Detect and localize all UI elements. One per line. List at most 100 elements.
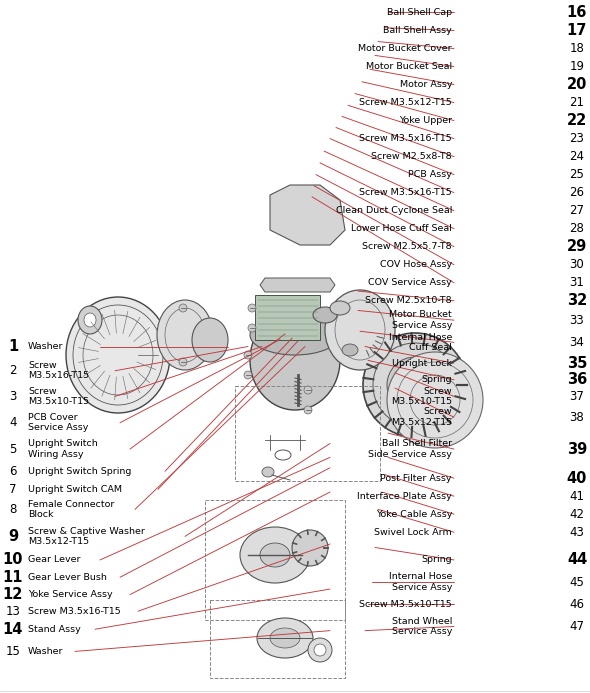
- Text: Screw M3.5x10-T15: Screw M3.5x10-T15: [359, 600, 452, 608]
- Text: Gear Lever Bush: Gear Lever Bush: [28, 573, 107, 581]
- Text: Screw
M3.5x12-T15: Screw M3.5x12-T15: [391, 407, 452, 427]
- Text: 11: 11: [3, 570, 23, 585]
- Ellipse shape: [342, 344, 358, 356]
- Ellipse shape: [250, 315, 340, 355]
- Text: 3: 3: [9, 390, 17, 403]
- Text: Yoke Upper: Yoke Upper: [399, 116, 452, 125]
- Text: 43: 43: [569, 526, 585, 538]
- Text: 28: 28: [569, 222, 585, 235]
- Text: 5: 5: [9, 443, 17, 455]
- Ellipse shape: [240, 527, 310, 583]
- Text: 23: 23: [569, 132, 585, 145]
- Ellipse shape: [304, 386, 312, 394]
- Text: 21: 21: [569, 96, 585, 109]
- Ellipse shape: [257, 618, 313, 658]
- Text: Screw M3.5x12-T15: Screw M3.5x12-T15: [359, 98, 452, 107]
- Text: 35: 35: [567, 356, 587, 371]
- Text: Ball Shell Cap: Ball Shell Cap: [387, 8, 452, 17]
- Text: Motor Bucket
Service Assy: Motor Bucket Service Assy: [389, 310, 452, 330]
- Text: Motor Assy: Motor Assy: [399, 80, 452, 89]
- Text: Screw
M3.5x10-T15: Screw M3.5x10-T15: [28, 387, 89, 406]
- Text: Female Connector
Block: Female Connector Block: [28, 500, 114, 519]
- Text: Internal Hose
Service Assy: Internal Hose Service Assy: [389, 572, 452, 592]
- Polygon shape: [270, 185, 345, 245]
- Text: 15: 15: [5, 645, 21, 658]
- Text: 38: 38: [569, 411, 584, 423]
- Ellipse shape: [248, 324, 256, 332]
- Text: 36: 36: [567, 372, 587, 387]
- Text: 8: 8: [9, 503, 17, 516]
- Ellipse shape: [325, 290, 395, 370]
- Text: Clean Duct Cyclone Seal: Clean Duct Cyclone Seal: [336, 207, 452, 215]
- Text: Internal Hose
Cuff Seal: Internal Hose Cuff Seal: [389, 333, 452, 352]
- Text: 10: 10: [3, 552, 23, 568]
- Text: Screw M3.5x16-T15: Screw M3.5x16-T15: [359, 188, 452, 197]
- Ellipse shape: [179, 304, 187, 312]
- Bar: [255, 295, 320, 340]
- Ellipse shape: [244, 351, 252, 359]
- Text: 20: 20: [567, 77, 587, 92]
- Text: Interface Plate Assy: Interface Plate Assy: [358, 492, 452, 500]
- Text: 13: 13: [5, 605, 21, 617]
- Text: 29: 29: [567, 239, 587, 254]
- Text: COV Hose Assy: COV Hose Assy: [380, 261, 452, 269]
- Text: PCB Cover
Service Assy: PCB Cover Service Assy: [28, 413, 88, 432]
- Ellipse shape: [192, 318, 228, 362]
- Bar: [205, 500, 345, 620]
- Ellipse shape: [387, 357, 443, 413]
- Polygon shape: [260, 278, 335, 292]
- Bar: [210, 600, 345, 678]
- Text: Upright Switch
Wiring Assy: Upright Switch Wiring Assy: [28, 439, 98, 459]
- Text: Washer: Washer: [28, 647, 64, 656]
- Text: 42: 42: [569, 508, 585, 520]
- Text: Stand Wheel
Service Assy: Stand Wheel Service Assy: [392, 617, 452, 636]
- Ellipse shape: [179, 358, 187, 366]
- Text: 19: 19: [569, 60, 585, 73]
- Text: 30: 30: [569, 258, 584, 271]
- Ellipse shape: [66, 297, 170, 413]
- Text: Screw M2.5x10-T8: Screw M2.5x10-T8: [365, 297, 452, 305]
- Ellipse shape: [250, 310, 340, 410]
- Text: 47: 47: [569, 620, 585, 633]
- Text: 14: 14: [3, 622, 23, 637]
- Text: Screw M3.5x16-T15: Screw M3.5x16-T15: [359, 134, 452, 143]
- Text: Spring: Spring: [421, 556, 452, 564]
- Text: Motor Bucket Cover: Motor Bucket Cover: [358, 44, 452, 53]
- Text: 39: 39: [567, 441, 587, 457]
- Text: 34: 34: [569, 336, 585, 349]
- Ellipse shape: [244, 371, 252, 379]
- Text: 46: 46: [569, 598, 585, 611]
- Text: 7: 7: [9, 483, 17, 495]
- Text: 16: 16: [567, 5, 587, 20]
- Text: 12: 12: [3, 587, 23, 602]
- Text: 27: 27: [569, 204, 585, 217]
- Text: 37: 37: [569, 390, 585, 403]
- Text: 41: 41: [569, 490, 585, 502]
- Text: Screw M2.5x8-T8: Screw M2.5x8-T8: [371, 152, 452, 161]
- Text: 25: 25: [569, 168, 585, 181]
- Text: COV Service Assy: COV Service Assy: [368, 279, 452, 287]
- Text: 18: 18: [569, 42, 585, 55]
- Text: Lower Hose Cuff Seal: Lower Hose Cuff Seal: [351, 225, 452, 233]
- Text: 33: 33: [569, 314, 584, 326]
- Bar: [235, 386, 380, 481]
- Text: Washer: Washer: [28, 342, 64, 351]
- Ellipse shape: [308, 638, 332, 662]
- Text: Post Filter Assy: Post Filter Assy: [381, 474, 452, 482]
- Ellipse shape: [248, 304, 256, 312]
- Text: Ball Shell Filter
Side Service Assy: Ball Shell Filter Side Service Assy: [368, 439, 452, 459]
- Text: Upright Lock: Upright Lock: [392, 359, 452, 367]
- Ellipse shape: [78, 306, 102, 334]
- Text: Screw & Captive Washer
M3.5x12-T15: Screw & Captive Washer M3.5x12-T15: [28, 527, 145, 546]
- Text: 17: 17: [567, 23, 587, 38]
- Text: 26: 26: [569, 186, 585, 199]
- Text: 40: 40: [567, 471, 587, 486]
- Text: Screw
M3.5x10-T15: Screw M3.5x10-T15: [391, 387, 452, 406]
- Ellipse shape: [262, 467, 274, 477]
- Text: Swivel Lock Arm: Swivel Lock Arm: [374, 528, 452, 536]
- Text: Screw M3.5x16-T15: Screw M3.5x16-T15: [28, 607, 121, 615]
- Text: 45: 45: [569, 576, 585, 588]
- Text: 1: 1: [8, 339, 18, 354]
- Ellipse shape: [304, 406, 312, 414]
- Text: 6: 6: [9, 465, 17, 477]
